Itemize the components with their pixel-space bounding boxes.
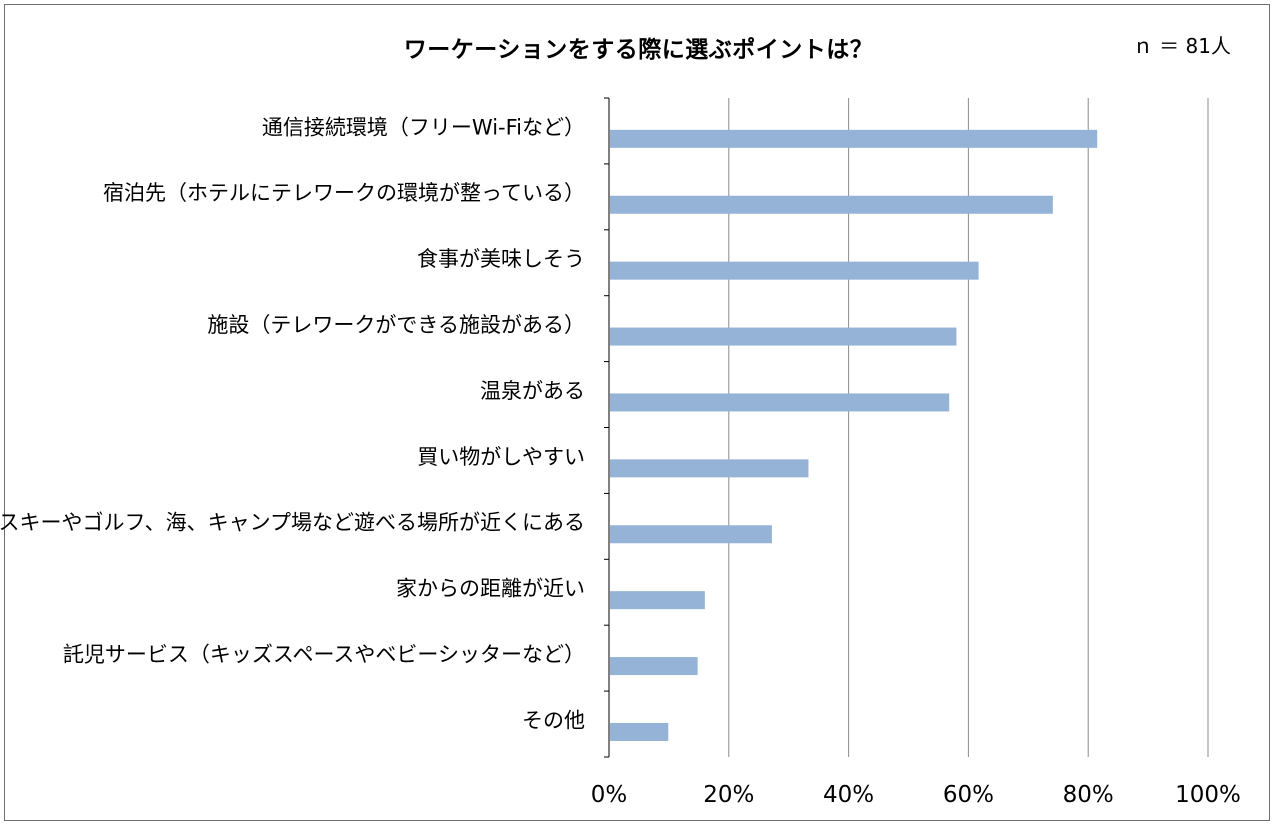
sample-size-label: ｎ ＝ 81人: [1132, 34, 1231, 58]
axis-layer: [604, 97, 610, 758]
category-label: 家からの距離が近い: [396, 577, 585, 601]
bar: [610, 261, 979, 280]
category-label: 施設（テレワークができる施設がある）: [207, 313, 585, 337]
bar: [610, 525, 772, 544]
bar: [610, 459, 809, 478]
bar: [610, 129, 1098, 148]
category-label: 宿泊先（ホテルにテレワークの環境が整っている）: [103, 181, 585, 205]
x-tick-label: 0%: [591, 782, 628, 808]
x-tick-label: 80%: [1063, 782, 1114, 808]
category-label: スキーやゴルフ、海、キャンプ場など遊べる場所が近くにある: [0, 511, 585, 535]
category-label: 託児サービス（キッズスペースやベビーシッターなど）: [63, 643, 585, 667]
bar-layer: [610, 129, 1098, 741]
bar: [610, 195, 1053, 214]
category-label-layer: 通信接続環境（フリーWi-Fiなど） 宿泊先（ホテルにテレワークの環境が整っている…: [0, 115, 585, 732]
chart-title: ワーケーションをする際に選ぶポイントは？: [403, 37, 874, 63]
category-label: 通信接続環境（フリーWi-Fiなど）: [262, 115, 585, 139]
x-tick-label: 100%: [1175, 782, 1241, 808]
x-tick-label: 60%: [943, 782, 994, 808]
x-tick-label: 40%: [823, 782, 874, 808]
category-label: 食事が美味しそう: [417, 247, 585, 271]
tick-label-layer: 0% 20% 40% 60% 80% 100%: [591, 782, 1241, 808]
bar: [610, 657, 698, 676]
bar: [610, 327, 957, 346]
category-label: その他: [522, 708, 585, 732]
category-label: 温泉がある: [480, 379, 585, 403]
bar: [610, 591, 705, 610]
bar: [610, 722, 669, 741]
x-tick-label: 20%: [703, 782, 754, 808]
bar: [610, 393, 950, 412]
category-label: 買い物がしやすい: [417, 445, 585, 469]
